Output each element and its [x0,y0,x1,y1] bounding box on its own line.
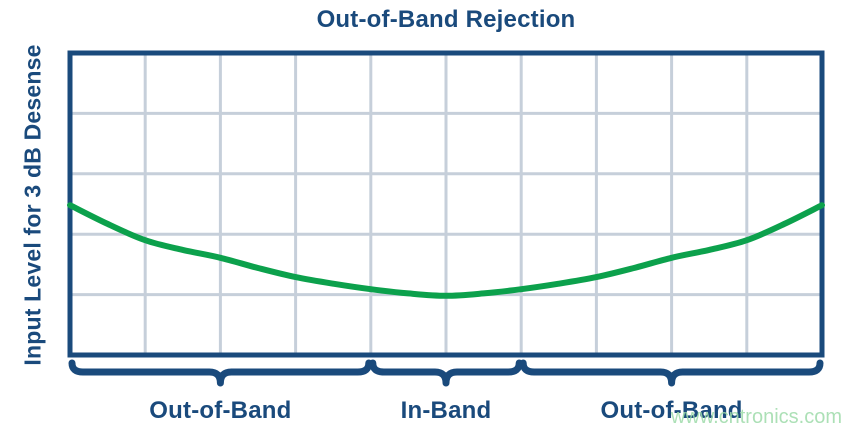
band-label-in-band: In-Band [400,397,492,424]
band-brace-0 [68,359,373,387]
rejection-curve [67,202,825,299]
band-brace-1 [369,359,523,387]
watermark: www.cntronics.com [670,406,842,428]
band-brace-2 [519,359,824,387]
band-label-out-of-band-left: Out-of-Band [149,397,292,424]
band-label-out-of-band-right: Out-of-Band [600,397,743,424]
chart-title: Out-of-Band Rejection [316,6,576,33]
